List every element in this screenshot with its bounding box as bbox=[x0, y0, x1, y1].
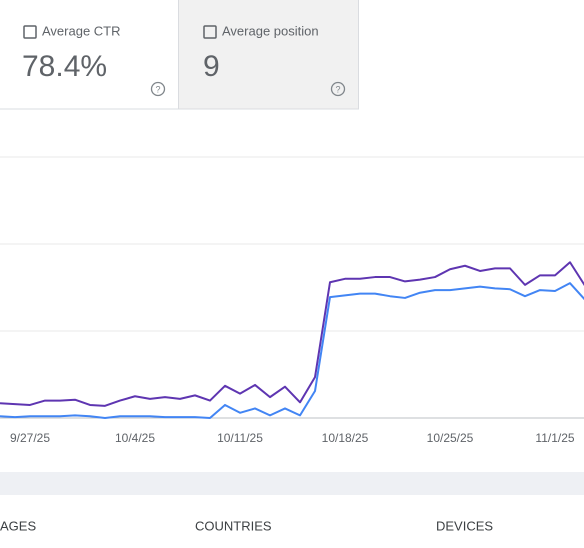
card-value: 78.4% bbox=[22, 50, 107, 83]
series-line bbox=[0, 282, 584, 419]
x-tick-label: 11/1/25 bbox=[535, 431, 574, 445]
x-tick-label: 9/27/25 bbox=[10, 431, 50, 445]
svg-text:?: ? bbox=[155, 84, 160, 94]
tab[interactable]: DEVICES bbox=[436, 518, 493, 533]
x-tick-label: 10/18/25 bbox=[322, 431, 369, 445]
card-position[interactable] bbox=[178, 0, 359, 110]
card-label: Average CTR bbox=[42, 23, 121, 38]
tab[interactable]: AGES bbox=[0, 518, 36, 533]
series-line bbox=[0, 261, 584, 407]
svg-text:?: ? bbox=[335, 84, 340, 94]
x-tick-label: 10/4/25 bbox=[115, 431, 155, 445]
tab-bar bbox=[0, 472, 584, 495]
checkbox[interactable] bbox=[23, 25, 37, 39]
tab[interactable]: COUNTRIES bbox=[195, 518, 272, 533]
x-tick-label: 10/11/25 bbox=[217, 431, 263, 445]
help-icon[interactable]: ? bbox=[330, 81, 346, 97]
checkbox[interactable] bbox=[203, 25, 217, 39]
help-icon[interactable]: ? bbox=[150, 81, 166, 97]
x-tick-label: 10/25/25 bbox=[427, 431, 474, 445]
card-value: 9 bbox=[203, 50, 220, 83]
card-label: Average position bbox=[222, 23, 319, 38]
card-ctr[interactable] bbox=[0, 0, 178, 109]
